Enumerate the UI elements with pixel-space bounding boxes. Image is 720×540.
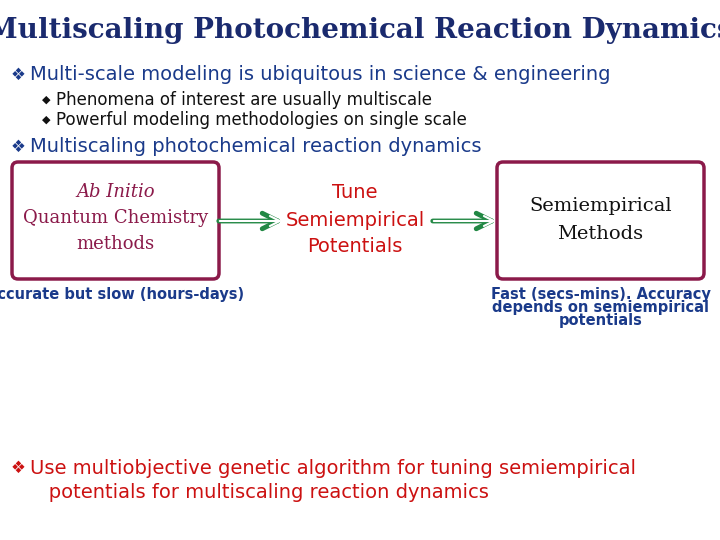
Text: ❖: ❖ <box>11 66 25 84</box>
Text: Phenomena of interest are usually multiscale: Phenomena of interest are usually multis… <box>56 91 432 109</box>
Text: Powerful modeling methodologies on single scale: Powerful modeling methodologies on singl… <box>56 111 467 129</box>
Text: Multiscaling photochemical reaction dynamics: Multiscaling photochemical reaction dyna… <box>30 138 482 157</box>
Text: ❖: ❖ <box>11 138 25 156</box>
FancyBboxPatch shape <box>497 162 704 279</box>
Text: Methods: Methods <box>557 225 644 243</box>
Text: ◆: ◆ <box>42 95 50 105</box>
Text: potentials: potentials <box>559 313 642 328</box>
Text: potentials for multiscaling reaction dynamics: potentials for multiscaling reaction dyn… <box>30 483 489 502</box>
FancyBboxPatch shape <box>12 162 219 279</box>
Text: Tune: Tune <box>332 183 378 201</box>
Text: Semiempirical: Semiempirical <box>529 197 672 215</box>
Text: depends on semiempirical: depends on semiempirical <box>492 300 709 315</box>
Text: ❖: ❖ <box>11 459 25 477</box>
Text: Quantum Chemistry: Quantum Chemistry <box>23 209 208 227</box>
Text: methods: methods <box>76 235 155 253</box>
Text: Fast (secs-mins). Accuracy: Fast (secs-mins). Accuracy <box>490 287 711 302</box>
Text: Potentials: Potentials <box>307 237 402 255</box>
Text: Multi-scale modeling is ubiquitous in science & engineering: Multi-scale modeling is ubiquitous in sc… <box>30 65 611 84</box>
Text: ◆: ◆ <box>42 115 50 125</box>
Text: Multiscaling Photochemical Reaction Dynamics: Multiscaling Photochemical Reaction Dyna… <box>0 17 720 44</box>
Text: Ab Initio: Ab Initio <box>76 183 155 201</box>
Text: Accurate but slow (hours-days): Accurate but slow (hours-days) <box>0 287 245 302</box>
Text: Semiempirical: Semiempirical <box>285 211 425 229</box>
Text: Use multiobjective genetic algorithm for tuning semiempirical: Use multiobjective genetic algorithm for… <box>30 458 636 477</box>
